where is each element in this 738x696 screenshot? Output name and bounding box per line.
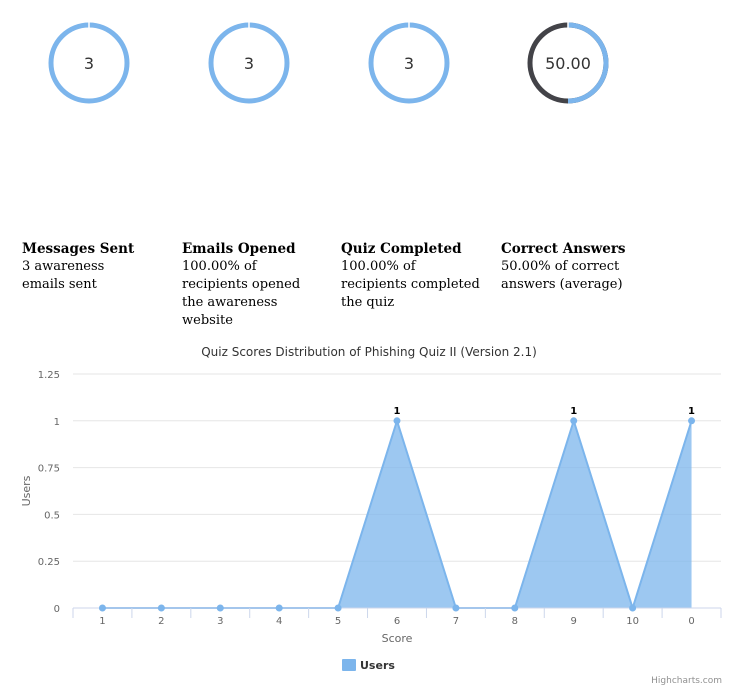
y-tick-label: 1 bbox=[54, 417, 60, 428]
stat-description: 100.00% of recipients completed the quiz bbox=[341, 259, 480, 310]
x-axis-label: Score bbox=[382, 632, 413, 645]
y-tick-label: 0.5 bbox=[44, 510, 60, 521]
x-tick-label: 3 bbox=[217, 616, 223, 627]
data-point[interactable] bbox=[511, 604, 519, 612]
y-axis-label: Users bbox=[20, 475, 33, 506]
data-label: 1 bbox=[688, 406, 695, 417]
chart-title: Quiz Scores Distribution of Phishing Qui… bbox=[201, 345, 537, 359]
x-tick-label: 2 bbox=[158, 616, 164, 627]
data-labels: 1 1 1 bbox=[393, 405, 697, 418]
x-tick-label: 0 bbox=[688, 616, 694, 627]
stat-description: 100.00% of recipients opened the awarene… bbox=[182, 259, 301, 328]
data-points bbox=[98, 417, 696, 612]
stat-emails-opened: Emails Opened 100.00% of recipients open… bbox=[182, 240, 332, 330]
data-point[interactable] bbox=[216, 604, 224, 612]
stat-title: Messages Sent bbox=[22, 241, 135, 257]
y-tick-label: 0 bbox=[54, 604, 60, 615]
data-point[interactable] bbox=[275, 604, 283, 612]
gauge-messages-sent: 3 bbox=[47, 21, 131, 105]
y-tick-label: 0.75 bbox=[38, 464, 60, 475]
gauge-value: 3 bbox=[243, 53, 255, 73]
data-point[interactable] bbox=[393, 417, 401, 425]
data-label: 1 bbox=[394, 406, 401, 417]
data-label: 1 bbox=[570, 406, 577, 417]
gauge-ring bbox=[48, 22, 130, 104]
data-point[interactable] bbox=[157, 604, 165, 612]
legend[interactable]: Users bbox=[342, 659, 395, 672]
gauge-ring bbox=[527, 22, 609, 104]
gauge-arc bbox=[567, 22, 609, 104]
gauge-emails-opened: 3 bbox=[207, 21, 291, 105]
quiz-scores-chart: Quiz Scores Distribution of Phishing Qui… bbox=[20, 345, 722, 672]
stat-messages-sent: Messages Sent 3 awareness emails sent bbox=[22, 240, 172, 294]
stat-title: Correct Answers bbox=[501, 241, 626, 257]
x-tick-label: 8 bbox=[512, 616, 518, 627]
x-tick-label: 5 bbox=[335, 616, 341, 627]
gauge-value: 50.00 bbox=[545, 53, 591, 73]
y-tick-label: 0.25 bbox=[38, 557, 60, 568]
stat-correct-answers: Correct Answers 50.00% of correct answer… bbox=[501, 240, 651, 294]
stat-title: Quiz Completed bbox=[341, 241, 462, 257]
x-tick-label: 9 bbox=[571, 616, 577, 627]
gauge-ring bbox=[368, 22, 450, 104]
data-point[interactable] bbox=[629, 604, 637, 612]
y-axis-ticks: 0 0.25 0.5 0.75 1 1.25 bbox=[38, 370, 60, 615]
area-fill bbox=[102, 420, 692, 608]
data-point[interactable] bbox=[570, 417, 578, 425]
stat-title: Emails Opened bbox=[182, 241, 296, 257]
x-tick-label: 4 bbox=[276, 616, 282, 627]
gauge-value: 3 bbox=[83, 53, 95, 73]
data-point[interactable] bbox=[334, 604, 342, 612]
data-point[interactable] bbox=[452, 604, 460, 612]
x-axis: 1 2 3 4 5 6 7 8 9 10 0 bbox=[72, 607, 722, 627]
gauge-quiz-completed: 3 bbox=[367, 21, 451, 105]
stat-description: 50.00% of correct answers (average) bbox=[501, 259, 623, 292]
gauge-ring bbox=[208, 22, 290, 104]
data-point[interactable] bbox=[688, 417, 696, 425]
data-point[interactable] bbox=[98, 604, 106, 612]
gauge-correct-answers: 50.00 bbox=[526, 21, 610, 105]
gauge-value: 3 bbox=[403, 53, 415, 73]
legend-label-users[interactable]: Users bbox=[360, 659, 395, 672]
y-tick-label: 1.25 bbox=[38, 370, 60, 381]
legend-swatch[interactable] bbox=[342, 659, 356, 671]
x-tick-label: 6 bbox=[394, 616, 400, 627]
credits-link[interactable]: Highcharts.com bbox=[651, 676, 722, 686]
stat-description: 3 awareness emails sent bbox=[22, 259, 105, 292]
x-tick-label: 10 bbox=[626, 616, 639, 627]
x-tick-label: 1 bbox=[99, 616, 105, 627]
stat-quiz-completed: Quiz Completed 100.00% of recipients com… bbox=[341, 240, 491, 312]
x-tick-label: 7 bbox=[453, 616, 459, 627]
